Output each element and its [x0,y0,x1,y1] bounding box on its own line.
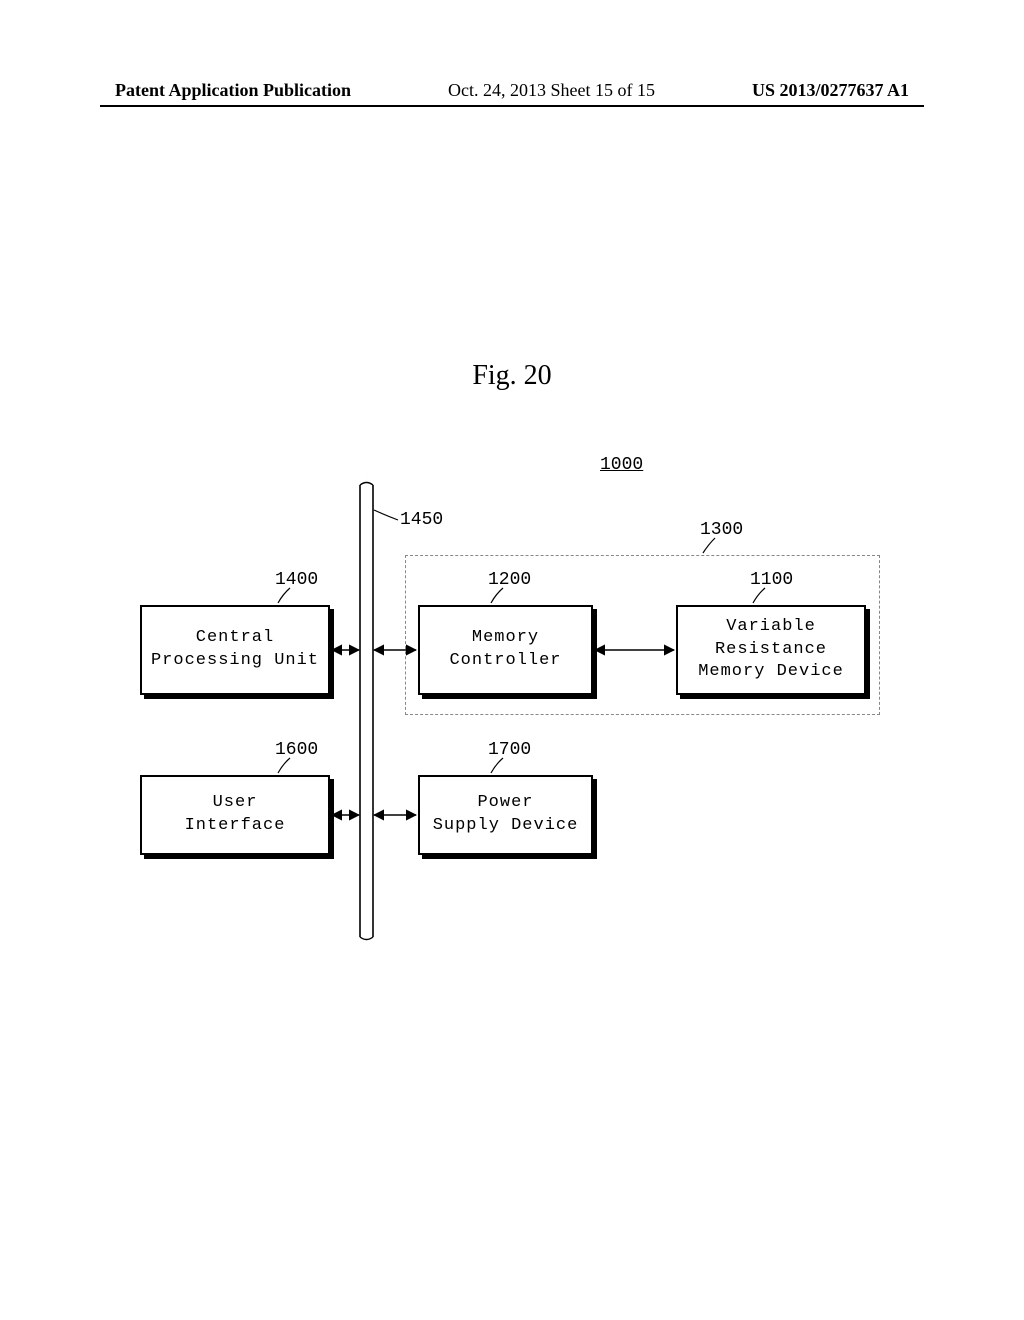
block-diagram: 1000 Central Processing Unit Memory Cont… [0,460,1024,960]
user-block: User Interface [140,775,330,855]
vrm-ref: 1100 [750,570,793,590]
bus-ref: 1450 [400,510,443,530]
group-ref: 1300 [700,520,743,540]
system-ref: 1000 [600,455,643,475]
power-line2: Supply Device [420,815,591,838]
page-header: Patent Application Publication Oct. 24, … [0,80,1024,101]
cpu-line1: Central [142,627,328,650]
memctrl-ref: 1200 [488,570,531,590]
power-line1: Power [420,792,591,815]
user-line2: Interface [142,815,328,838]
vrm-line3: Memory Device [678,661,864,684]
vrm-block: Variable Resistance Memory Device [676,605,866,695]
memctrl-line2: Controller [420,650,591,673]
cpu-ref: 1400 [275,570,318,590]
vrm-line1: Variable [678,616,864,639]
cpu-line2: Processing Unit [142,650,328,673]
header-right: US 2013/0277637 A1 [752,80,909,101]
cpu-block: Central Processing Unit [140,605,330,695]
header-left: Patent Application Publication [115,80,351,101]
user-ref: 1600 [275,740,318,760]
header-rule [100,105,924,107]
user-line1: User [142,792,328,815]
memctrl-line1: Memory [420,627,591,650]
memctrl-block: Memory Controller [418,605,593,695]
vrm-line2: Resistance [678,639,864,662]
header-mid: Oct. 24, 2013 Sheet 15 of 15 [448,80,655,101]
figure-title: Fig. 20 [0,360,1024,392]
power-ref: 1700 [488,740,531,760]
power-block: Power Supply Device [418,775,593,855]
